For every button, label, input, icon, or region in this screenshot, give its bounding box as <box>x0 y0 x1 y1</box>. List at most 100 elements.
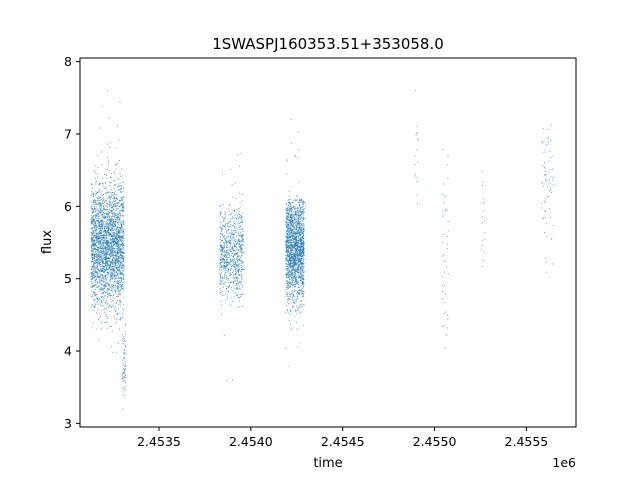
data-point <box>296 279 297 281</box>
data-point <box>111 249 113 251</box>
data-point <box>289 255 291 257</box>
data-point <box>242 294 244 295</box>
data-point <box>120 244 122 246</box>
data-point <box>122 264 124 266</box>
data-point <box>220 234 222 236</box>
data-point <box>237 251 239 253</box>
data-point <box>297 219 299 221</box>
data-point <box>240 261 242 263</box>
data-point <box>108 229 109 231</box>
data-point <box>112 219 114 220</box>
data-point <box>224 262 226 263</box>
data-point <box>236 258 238 260</box>
data-point <box>106 216 108 218</box>
data-point <box>288 199 290 201</box>
data-point <box>300 241 302 243</box>
data-point <box>117 243 119 245</box>
data-point <box>299 225 301 227</box>
data-point <box>292 233 294 235</box>
data-point <box>238 258 240 260</box>
data-point <box>111 229 113 231</box>
data-point <box>101 270 103 272</box>
data-point <box>288 216 289 218</box>
data-point <box>291 260 293 261</box>
data-point <box>123 389 125 391</box>
data-point <box>97 266 99 267</box>
data-point <box>297 207 299 209</box>
data-point <box>286 244 288 246</box>
data-point <box>287 229 289 231</box>
data-point <box>116 313 118 315</box>
data-point <box>120 188 122 190</box>
data-point <box>117 125 118 127</box>
data-point <box>106 261 108 262</box>
data-point <box>293 199 295 201</box>
data-point <box>111 251 113 253</box>
data-point <box>230 275 231 277</box>
data-point <box>104 245 106 247</box>
data-point <box>238 220 240 222</box>
data-point <box>90 265 92 267</box>
data-point <box>289 272 291 274</box>
data-point <box>110 265 112 267</box>
data-point <box>101 190 103 192</box>
data-point <box>291 293 293 295</box>
data-point <box>229 254 231 256</box>
data-point <box>300 275 302 277</box>
data-point <box>291 269 293 271</box>
data-point <box>91 286 93 288</box>
data-point <box>235 217 237 219</box>
data-point <box>300 272 302 274</box>
data-point <box>97 236 99 238</box>
data-point <box>290 204 291 206</box>
data-point <box>294 255 295 257</box>
data-point <box>113 214 115 216</box>
data-point <box>107 206 108 208</box>
data-point <box>291 233 293 235</box>
data-point <box>236 253 238 254</box>
data-point <box>122 359 124 361</box>
data-point <box>98 318 100 320</box>
data-point <box>107 258 109 260</box>
data-point <box>97 192 99 194</box>
data-point <box>234 258 236 260</box>
data-point <box>290 223 292 225</box>
data-point <box>297 274 299 275</box>
data-point <box>296 271 298 273</box>
data-point <box>102 296 104 298</box>
data-point <box>230 282 232 284</box>
data-point <box>302 213 304 215</box>
data-point <box>94 256 95 257</box>
data-point <box>226 240 228 242</box>
data-point <box>301 279 303 281</box>
data-point <box>103 311 105 313</box>
data-point <box>228 205 230 207</box>
data-point <box>99 242 101 244</box>
data-point <box>300 277 302 279</box>
data-point <box>225 254 226 256</box>
data-point <box>91 237 93 239</box>
data-point <box>116 286 118 288</box>
data-point <box>114 254 116 256</box>
data-point <box>117 281 119 283</box>
data-point <box>290 251 292 253</box>
data-point <box>105 285 107 287</box>
data-point <box>124 381 126 383</box>
data-point <box>99 202 101 203</box>
data-point <box>104 237 106 239</box>
data-point <box>296 243 298 245</box>
data-point <box>93 262 95 263</box>
data-point <box>101 268 103 270</box>
data-point <box>287 274 289 276</box>
data-point <box>237 283 239 285</box>
data-point <box>287 246 289 248</box>
data-point <box>110 206 112 208</box>
data-point <box>95 215 97 217</box>
data-point <box>99 273 101 275</box>
data-point <box>94 183 96 185</box>
data-point <box>120 213 121 215</box>
data-point <box>119 276 121 278</box>
data-point <box>91 255 93 257</box>
data-point <box>119 281 120 283</box>
